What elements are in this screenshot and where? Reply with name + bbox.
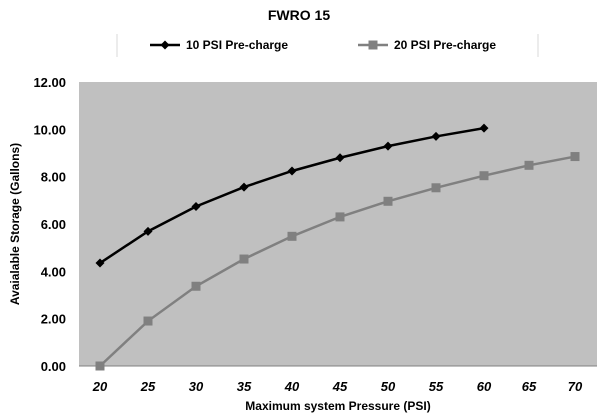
- legend-label: 20 PSI Pre-charge: [394, 38, 496, 52]
- y-axis-label: Avaialable Storage (Gallons): [8, 143, 22, 305]
- data-point: [383, 196, 393, 206]
- data-point: [335, 153, 345, 163]
- data-point: [383, 141, 393, 151]
- data-point: [95, 361, 105, 371]
- data-point: [191, 201, 201, 211]
- data-point: [479, 171, 489, 181]
- data-point: [239, 182, 249, 192]
- x-tick-label: 20: [92, 379, 108, 394]
- y-tick-label: 2.00: [41, 312, 66, 327]
- chart-title: FWRO 15: [268, 7, 330, 23]
- legend: 10 PSI Pre-charge 20 PSI Pre-charge: [116, 34, 539, 57]
- data-point: [431, 131, 441, 141]
- data-point: [335, 212, 345, 222]
- x-tick-label: 25: [140, 379, 156, 394]
- data-point: [287, 166, 297, 176]
- x-tick-label: 30: [189, 379, 204, 394]
- y-tick-label: 12.00: [33, 75, 66, 90]
- x-tick-label: 55: [429, 379, 444, 394]
- data-point: [95, 258, 105, 268]
- legend-label: 10 PSI Pre-charge: [186, 38, 288, 52]
- y-tick-label: 6.00: [41, 217, 66, 232]
- data-point: [479, 123, 489, 133]
- x-tick-label: 35: [237, 379, 252, 394]
- y-tick-label: 10.00: [33, 122, 66, 137]
- data-point: [287, 231, 297, 241]
- x-axis-label: Maximum system Pressure (PSI): [245, 399, 430, 413]
- x-tick-label: 40: [284, 379, 300, 394]
- data-point: [143, 226, 153, 236]
- y-axis-ticks: 0.00 2.00 4.00 6.00 8.00 10.00 12.00: [33, 75, 66, 374]
- x-tick-label: 45: [332, 379, 348, 394]
- data-point: [239, 254, 249, 264]
- x-axis-ticks: 20 25 30 35 40 45 50 55 60 65 70: [92, 379, 583, 394]
- y-tick-label: 0.00: [41, 359, 66, 374]
- x-tick-label: 50: [381, 379, 396, 394]
- legend-marker: [160, 40, 170, 50]
- legend-marker: [368, 40, 378, 50]
- data-point: [570, 152, 580, 162]
- x-tick-label: 65: [522, 379, 537, 394]
- y-tick-label: 4.00: [41, 264, 66, 279]
- y-tick-label: 8.00: [41, 170, 66, 185]
- data-point: [191, 281, 201, 291]
- x-tick-label: 70: [568, 379, 583, 394]
- data-point: [143, 316, 153, 326]
- plot-area: [79, 82, 597, 366]
- x-tick-label: 60: [477, 379, 492, 394]
- data-point: [524, 160, 534, 170]
- series-layer: [95, 123, 580, 371]
- data-point: [431, 183, 441, 193]
